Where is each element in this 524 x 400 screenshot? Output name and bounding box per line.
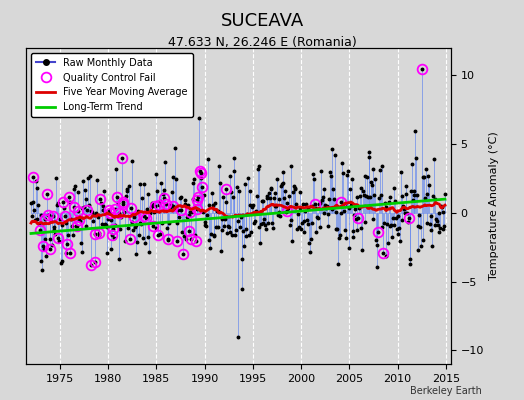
Legend: Raw Monthly Data, Quality Control Fail, Five Year Moving Average, Long-Term Tren: Raw Monthly Data, Quality Control Fail, … — [31, 53, 192, 117]
Text: 47.633 N, 26.246 E (Romania): 47.633 N, 26.246 E (Romania) — [168, 36, 356, 49]
Y-axis label: Temperature Anomaly (°C): Temperature Anomaly (°C) — [489, 132, 499, 280]
Text: SUCEAVA: SUCEAVA — [221, 12, 303, 30]
Text: Berkeley Earth: Berkeley Earth — [410, 386, 482, 396]
